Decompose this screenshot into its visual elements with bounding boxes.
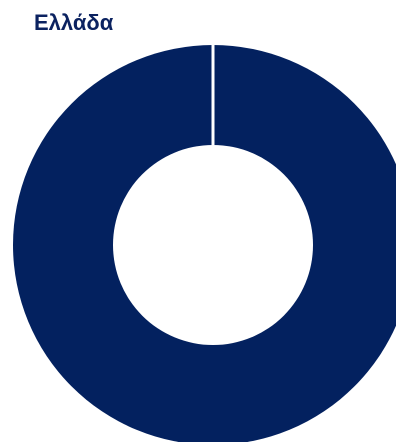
chart-title: Ελλάδα	[34, 10, 114, 35]
donut-hole	[113, 145, 313, 345]
